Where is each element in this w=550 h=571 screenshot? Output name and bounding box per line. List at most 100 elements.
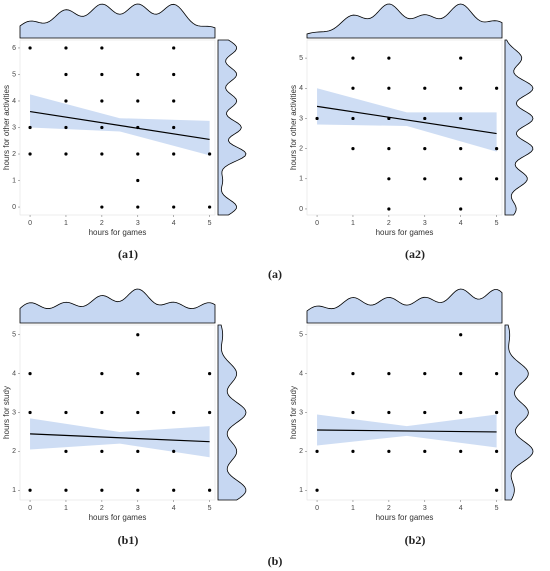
group-label: (a) <box>268 267 282 281</box>
panel-label: (b1) <box>118 533 139 547</box>
x-tick-label: 1 <box>351 505 355 512</box>
y-tick-label: 3 <box>12 124 16 131</box>
point <box>136 99 140 103</box>
point <box>387 372 391 376</box>
point <box>387 410 391 415</box>
point <box>172 46 176 50</box>
x-tick-label: 5 <box>208 505 212 512</box>
top-density <box>19 288 216 324</box>
point <box>459 207 463 211</box>
point <box>136 152 140 156</box>
y-tick-label: 5 <box>299 332 303 339</box>
plot-border <box>306 39 503 216</box>
x-tick-label: 2 <box>100 505 104 512</box>
point <box>208 372 212 376</box>
y-tick-label: 6 <box>12 45 16 52</box>
y-tick-label: 5 <box>299 55 303 62</box>
fit-line <box>316 105 497 135</box>
y-tick-label: 2 <box>299 448 303 455</box>
panel-label: (a1) <box>118 247 138 261</box>
point <box>100 46 104 50</box>
x-tick-label: 5 <box>208 220 212 227</box>
plot-border <box>19 324 216 501</box>
point <box>100 449 104 453</box>
point <box>172 449 176 453</box>
point <box>459 116 463 121</box>
y-tick-label: 4 <box>299 370 303 377</box>
point <box>387 147 391 151</box>
point <box>64 125 68 130</box>
point <box>136 333 140 337</box>
y-axis-label: hours for other activities <box>2 85 11 170</box>
point <box>100 205 104 209</box>
point <box>208 410 212 415</box>
top-density <box>19 3 216 39</box>
point <box>351 56 355 60</box>
fit-line <box>317 429 497 433</box>
point <box>172 99 176 103</box>
point <box>351 372 355 376</box>
point <box>495 449 499 453</box>
x-tick-label: 2 <box>387 220 391 227</box>
group-label: (b) <box>268 554 283 568</box>
point <box>100 125 104 130</box>
point <box>495 147 499 151</box>
point <box>100 72 104 77</box>
point <box>423 147 427 151</box>
point <box>172 72 176 77</box>
point <box>423 86 427 90</box>
point <box>459 333 463 337</box>
y-tick-label: 2 <box>12 448 16 455</box>
point <box>459 410 463 415</box>
x-tick-label: 0 <box>315 220 319 227</box>
point <box>459 147 463 151</box>
point <box>459 86 463 90</box>
x-tick-label: 0 <box>315 505 319 512</box>
point <box>351 116 355 121</box>
y-tick-label: 2 <box>299 145 303 152</box>
point <box>351 147 355 151</box>
point <box>28 46 32 50</box>
x-tick-label: 4 <box>459 505 463 512</box>
panel-label: (b2) <box>405 533 426 547</box>
point <box>172 205 176 209</box>
point <box>28 410 32 415</box>
point <box>423 116 427 121</box>
y-tick-label: 5 <box>12 332 16 339</box>
point <box>172 152 176 156</box>
point <box>423 372 427 376</box>
x-tick-label: 0 <box>28 505 32 512</box>
y-tick-label: 4 <box>299 85 303 92</box>
point <box>28 125 32 130</box>
point <box>28 372 32 376</box>
point <box>387 449 391 453</box>
point <box>100 152 104 156</box>
point <box>495 372 499 376</box>
right-density <box>217 39 247 216</box>
y-tick-label: 1 <box>299 487 303 494</box>
x-axis-label: hours for games <box>89 513 147 522</box>
point <box>28 152 32 156</box>
y-axis-label: hours for other activities <box>289 85 298 170</box>
point <box>423 449 427 453</box>
point <box>136 205 140 209</box>
top-density <box>306 288 503 324</box>
x-axis-label: hours for games <box>376 513 434 522</box>
point <box>136 72 140 77</box>
y-tick-label: 2 <box>12 151 16 158</box>
y-tick-label: 1 <box>12 487 16 494</box>
point <box>100 372 104 376</box>
right-density <box>504 324 534 501</box>
confidence-band <box>30 94 210 156</box>
x-tick-label: 5 <box>495 505 499 512</box>
y-axis-label: hours for study <box>2 386 11 439</box>
point <box>100 99 104 103</box>
fit-line <box>30 433 210 443</box>
y-tick-label: 3 <box>12 409 16 416</box>
y-tick-label: 3 <box>299 409 303 416</box>
point <box>315 449 319 453</box>
x-tick-label: 3 <box>423 505 427 512</box>
point <box>387 177 391 181</box>
point <box>64 152 68 156</box>
point <box>28 488 32 492</box>
